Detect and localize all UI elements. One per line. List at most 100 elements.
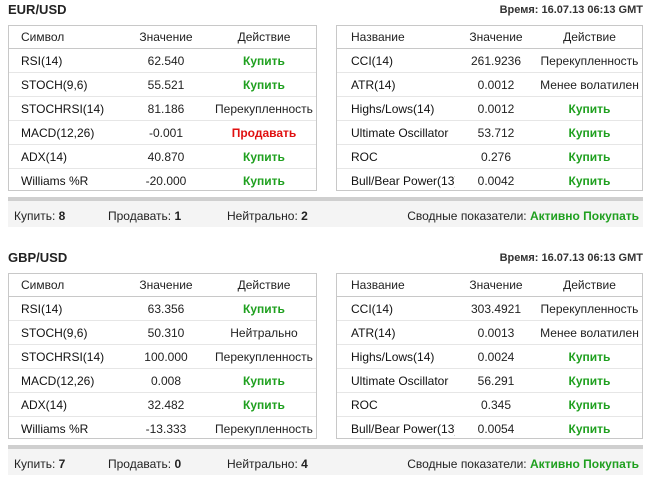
table-row: Highs/Lows(14) 0.0024 Купить — [337, 344, 642, 369]
indicator-name[interactable]: Bull/Bear Power(13) — [351, 173, 455, 188]
table-row: Williams %R -13.333 Перекупленность — [9, 417, 316, 441]
indicator-name[interactable]: Williams %R — [21, 173, 89, 188]
table-row: CCI(14) 261.9236 Перекупленность — [337, 48, 642, 73]
summary-sell: Продавать: 1 — [108, 209, 182, 223]
table-header-row: Название Значение Действие — [337, 274, 642, 297]
table-row: STOCHRSI(14) 81.186 Перекупленность — [9, 96, 316, 121]
timestamp: Время: 16.07.13 06:13 GMT — [499, 4, 643, 16]
indicator-action: Нейтрально — [212, 320, 316, 345]
indicator-name[interactable]: ADX(14) — [9, 144, 120, 169]
table-row: MACD(12,26) -0.001 Продавать — [9, 120, 316, 145]
indicator-name[interactable]: CCI(14) — [337, 48, 455, 73]
indicator-action: Купить — [243, 173, 285, 188]
indicator-value: 40.870 — [120, 144, 212, 169]
indicator-name[interactable]: STOCHRSI(14) — [9, 344, 120, 369]
summary-buy: Купить: 7 — [14, 457, 66, 471]
indicator-value: 0.0024 — [455, 344, 537, 369]
indicator-action: Купить — [212, 72, 316, 97]
table-row: Bull/Bear Power(13) 0.0042 Купить — [337, 169, 642, 193]
indicator-value: 100.000 — [120, 344, 212, 369]
indicator-action: Купить — [537, 120, 642, 145]
summary-neutral: Нейтрально: 2 — [227, 209, 308, 223]
summary-neutral: Нейтрально: 4 — [227, 457, 308, 471]
indicator-value: 303.4921 — [455, 296, 537, 321]
indicator-action: Менее волатилен — [537, 72, 642, 97]
summary-sell: Продавать: 0 — [108, 457, 182, 471]
indicator-name[interactable]: ATR(14) — [337, 320, 455, 345]
oscillators-table: Символ Значение Действие RSI(14) 63.356 Ку… — [8, 273, 317, 439]
indicator-value: 81.186 — [120, 96, 212, 121]
indicator-name[interactable]: MACD(12,26) — [9, 120, 120, 145]
indicator-action: Купить — [212, 144, 316, 169]
pair-title[interactable]: EUR/USD — [8, 2, 67, 17]
indicator-value: 32.482 — [120, 392, 212, 417]
column-header-value: Значение — [455, 26, 537, 49]
indicator-action: Купить — [537, 368, 642, 393]
indicator-value: -20.000 — [145, 173, 187, 188]
indicator-action: Продавать — [212, 120, 316, 145]
timestamp: Время: 16.07.13 06:13 GMT — [499, 252, 643, 264]
indicator-value: 62.540 — [120, 48, 212, 73]
column-header-action: Действие — [537, 26, 642, 49]
indicator-action: Перекупленность — [537, 296, 642, 321]
indicator-action: Купить — [212, 48, 316, 73]
table-row: STOCH(9,6) 55.521 Купить — [9, 72, 316, 97]
indicator-action: Купить — [212, 296, 316, 321]
indicator-value: 0.276 — [455, 144, 537, 169]
indicators-table: Название Значение Действие CCI(14) 303.49… — [336, 273, 643, 439]
indicator-name[interactable]: Highs/Lows(14) — [337, 344, 455, 369]
indicator-name[interactable]: STOCHRSI(14) — [9, 96, 120, 121]
indicator-name[interactable]: STOCH(9,6) — [9, 72, 120, 97]
indicator-name[interactable]: MACD(12,26) — [9, 368, 120, 393]
table-header-row: Символ Значение Действие — [9, 26, 316, 49]
indicator-name[interactable]: Ultimate Oscillator — [337, 368, 455, 393]
indicator-value: 0.008 — [120, 368, 212, 393]
indicator-name[interactable]: RSI(14) — [9, 48, 120, 73]
table-row: Highs/Lows(14) 0.0012 Купить — [337, 96, 642, 121]
indicator-action: Купить — [212, 368, 316, 393]
table-row: CCI(14) 303.4921 Перекупленность — [337, 296, 642, 321]
column-header-action: Действие — [212, 274, 316, 297]
indicator-action: Менее волатилен — [537, 320, 642, 345]
indicator-value: 0.0012 — [455, 72, 537, 97]
indicator-name[interactable]: Highs/Lows(14) — [337, 96, 455, 121]
indicators-table: Название Значение Действие CCI(14) 261.92… — [336, 25, 643, 191]
table-row: ADX(14) 40.870 Купить — [9, 144, 316, 169]
summary-total-value: Активно Покупать — [529, 209, 639, 223]
indicator-name[interactable]: Bull/Bear Power(13) — [351, 421, 455, 436]
column-header-value: Значение — [120, 274, 212, 297]
table-row: ATR(14) 0.0013 Менее волатилен — [337, 320, 642, 345]
indicator-name[interactable]: ATR(14) — [337, 72, 455, 97]
indicator-value: 55.521 — [120, 72, 212, 97]
indicator-name[interactable]: ROC — [337, 392, 455, 417]
indicator-action: Купить — [537, 96, 642, 121]
column-header-name: Название — [337, 274, 455, 297]
column-header-symbol: Символ — [9, 26, 120, 49]
indicator-name[interactable]: STOCH(9,6) — [9, 320, 120, 345]
summary-bar: Купить: 7 Продавать: 0 Нейтрально: 4 Сво… — [8, 445, 643, 475]
summary-total-value: Активно Покупать — [529, 457, 639, 471]
table-row: MACD(12,26) 0.008 Купить — [9, 368, 316, 393]
table-row: STOCH(9,6) 50.310 Нейтрально — [9, 320, 316, 345]
summary-bar: Купить: 8 Продавать: 1 Нейтрально: 2 Сво… — [8, 197, 643, 227]
indicator-name[interactable]: RSI(14) — [9, 296, 120, 321]
indicator-name[interactable]: CCI(14) — [337, 296, 455, 321]
column-header-value: Значение — [455, 274, 537, 297]
table-row: STOCHRSI(14) 100.000 Перекупленность — [9, 344, 316, 369]
table-header-row: Символ Значение Действие — [9, 274, 316, 297]
indicator-name[interactable]: ROC — [337, 144, 455, 169]
indicator-value: 50.310 — [120, 320, 212, 345]
indicator-name[interactable]: ADX(14) — [9, 392, 120, 417]
indicator-value: 53.712 — [455, 120, 537, 145]
indicator-value: 261.9236 — [455, 48, 537, 73]
table-row: ROC 0.345 Купить — [337, 392, 642, 417]
indicator-action: Перекупленность — [215, 421, 313, 436]
summary-total: Сводные показатели: Активно Покупать — [407, 209, 639, 223]
pair-title[interactable]: GBP/USD — [8, 250, 68, 265]
indicator-action: Купить — [537, 392, 642, 417]
indicator-name[interactable]: Ultimate Oscillator — [337, 120, 455, 145]
indicator-name[interactable]: Williams %R — [21, 421, 89, 436]
column-header-symbol: Символ — [9, 274, 120, 297]
column-header-action: Действие — [537, 274, 642, 297]
indicator-value: -0.001 — [120, 120, 212, 145]
